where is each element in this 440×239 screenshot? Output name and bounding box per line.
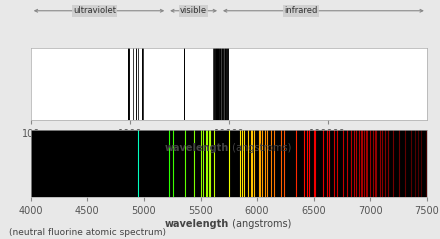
Text: (neutral fluorine atomic spectrum): (neutral fluorine atomic spectrum) xyxy=(9,228,166,237)
Text: visible: visible xyxy=(180,6,207,15)
Text: wavelength: wavelength xyxy=(165,143,229,153)
Text: wavelength: wavelength xyxy=(165,219,229,229)
Text: (angstroms): (angstroms) xyxy=(229,143,291,153)
Text: infrared: infrared xyxy=(285,6,318,15)
Text: ultraviolet: ultraviolet xyxy=(73,6,116,15)
Text: (angstroms): (angstroms) xyxy=(229,219,291,229)
